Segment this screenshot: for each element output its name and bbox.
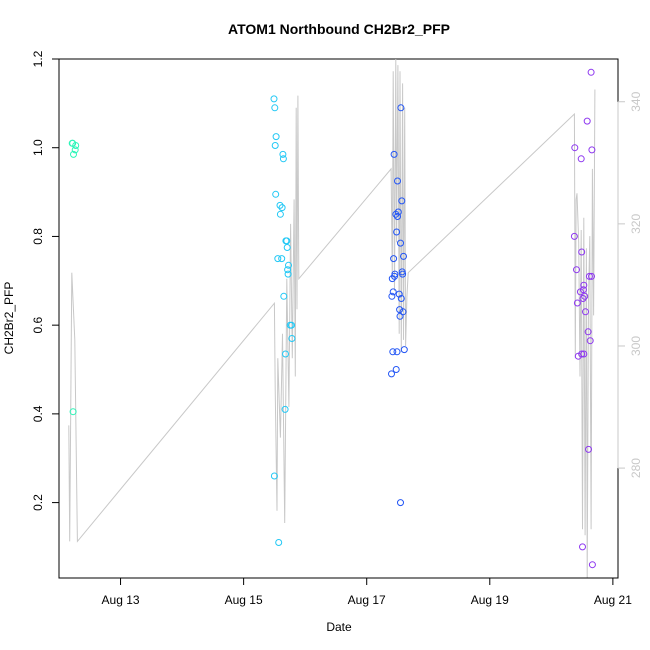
data-point [271,142,279,149]
data-point [284,266,292,274]
data-point [279,150,287,158]
data-point [396,306,404,314]
data-point [573,299,581,307]
data-point [390,255,398,263]
data-point [388,370,395,378]
data-point [586,337,594,345]
data-point [272,190,280,198]
data-point [276,201,284,209]
axes-layer: 0.2 0.4 0.6 0.8 1.0 1.2 Aug 13 Aug 15 Aug 17 Aug … [31,50,643,607]
data-point [570,232,578,240]
data-point [69,408,77,416]
data-point [388,292,396,300]
data-point [282,237,290,245]
data-point [574,352,582,360]
data-point [71,146,79,154]
data-point [576,288,584,296]
data-point [583,117,591,125]
x-tick-label: Aug 21 [594,593,632,607]
data-point [579,543,586,551]
x-tick-label: Aug 17 [348,593,386,607]
data-point [284,270,292,278]
x-tick-label: Aug 15 [225,593,263,607]
data-point [396,312,404,320]
y2-tick-label: 340 [629,91,643,111]
x-tick-label: Aug 13 [102,593,140,607]
data-point [391,272,398,280]
data-point [270,95,278,103]
data-point [271,104,279,112]
points-layer [68,68,596,569]
background-line-layer [68,58,596,579]
data-point [397,499,404,507]
background-series-line [68,58,596,579]
data-point [585,445,592,453]
y-tick-label: 0.4 [31,405,45,422]
data-point [395,290,403,298]
data-point [582,308,589,316]
data-point [397,295,405,302]
y-tick-label: 0.8 [31,228,45,245]
data-point [285,261,292,269]
data-point [577,155,585,163]
data-point [393,348,401,356]
y2-tick-label: 280 [629,458,643,478]
data-point [397,104,405,112]
data-point [288,335,296,342]
data-point [72,142,80,149]
data-point [283,244,291,251]
x-axis-label: Date [326,620,352,634]
y2-tick-label: 300 [629,336,643,356]
data-point [399,270,407,278]
y-tick-label: 0.6 [31,316,45,333]
data-point [588,146,596,154]
x-tick-label: Aug 19 [471,593,509,607]
y-tick-label: 0.2 [31,494,45,511]
data-point [276,210,284,218]
data-point [280,292,288,300]
data-point [389,348,397,356]
y-tick-label: 1.0 [31,139,45,156]
data-point [571,144,579,152]
data-point [275,539,283,546]
data-point [394,177,401,185]
data-point [588,561,596,569]
data-point [288,321,295,329]
data-point [585,272,593,280]
data-point [587,68,595,76]
data-point [394,208,402,216]
y-axis-label: CH2Br2_PFP [2,282,16,355]
data-point [390,150,398,158]
data-point [584,328,592,336]
data-point [270,472,278,480]
data-point [282,350,289,358]
data-point [578,248,586,256]
data-point [581,292,589,300]
data-point [397,239,404,247]
data-point [278,255,286,263]
data-point [588,272,595,280]
y2-tick-label: 320 [629,214,643,234]
data-point [392,366,400,373]
data-point [400,346,408,354]
data-point [278,204,286,212]
y-tick-label: 1.2 [31,50,45,67]
data-point [394,213,401,220]
data-point [573,266,580,274]
data-point [580,281,588,289]
data-point [70,150,77,158]
data-point [579,295,587,302]
plot-frame [58,58,619,579]
data-point [274,255,282,263]
chart-title: ATOM1 Northbound CH2Br2_PFP [228,21,450,37]
data-point [272,133,280,141]
data-point [281,405,289,413]
data-point [400,252,407,260]
data-point [279,155,287,163]
data-point [398,197,406,205]
data-point [389,288,397,296]
data-point [393,228,401,236]
